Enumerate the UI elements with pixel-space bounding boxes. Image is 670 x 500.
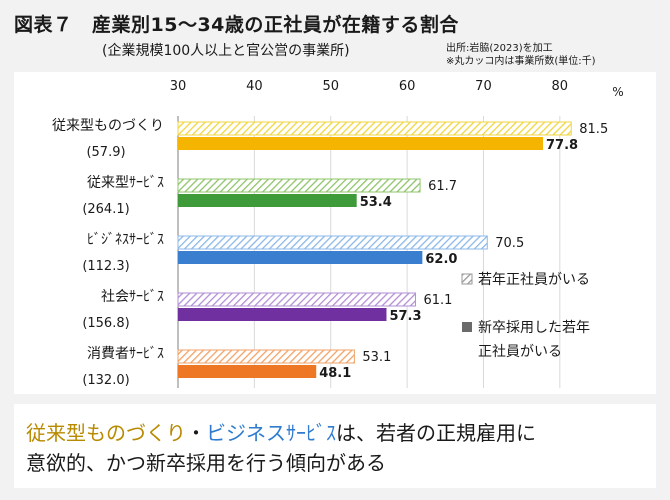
category-count: (112.3) — [82, 259, 129, 274]
category-label: 消費者ｻｰﾋﾞｽ — [87, 346, 164, 362]
summary-caption: 従来型ものづくり・ビジネスｻｰﾋﾞｽは、若者の正規雇用に 意欲的、かつ新卒採用を… — [14, 404, 656, 488]
category-label: ﾋﾞｼﾞﾈｽｻｰﾋﾞｽ — [87, 232, 164, 248]
x-tick-label: 50 — [322, 79, 339, 94]
x-tick-label: 70 — [475, 79, 492, 94]
data-label-solid: 48.1 — [319, 366, 351, 381]
summary-line-1: 従来型ものづくり・ビジネスｻｰﾋﾞｽは、若者の正規雇用に — [26, 418, 646, 448]
data-label-solid: 62.0 — [425, 252, 457, 267]
highlight-separator: ・ — [186, 421, 206, 445]
unit-label: % — [612, 85, 623, 99]
figure-subtitle: (企業規模100人以上と官公営の事業所) — [102, 43, 350, 59]
category-count: (132.0) — [82, 373, 129, 388]
legend-swatch-hatched — [461, 273, 473, 285]
x-tick-label: 40 — [246, 79, 263, 94]
summary-text-1: は、若者の正規雇用に — [336, 421, 536, 445]
category-count: (156.8) — [82, 316, 129, 331]
data-label-solid: 53.4 — [360, 195, 392, 210]
category-count: (264.1) — [82, 202, 129, 217]
data-label-hatched: 53.1 — [362, 350, 391, 365]
category-label: 社会ｻｰﾋﾞｽ — [101, 289, 164, 305]
data-label-solid: 77.8 — [546, 138, 578, 153]
bar-solid — [178, 365, 317, 378]
plot-panel: 30 40 50 60 70 80% 81.5 77.8 従来型ものづくり (57.9) 61.7 5… — [14, 72, 656, 394]
bar-chart: 30 40 50 60 70 80 % 81.577.8 従来型ものづくり (57.9) 61.7 5… — [52, 79, 624, 388]
highlight-business-services: ビジネスｻｰﾋﾞｽ — [206, 421, 336, 445]
bar-hatched — [177, 121, 572, 136]
data-label-solid: 57.3 — [389, 309, 421, 324]
figure-title: 図表７ 産業別15～34歳の正社員が在籍する割合 — [14, 14, 459, 36]
x-tick-label: 30 — [170, 79, 187, 94]
data-label-hatched: 70.5 — [495, 236, 524, 251]
source-note: 出所:岩脇(2023)を加工 — [446, 43, 553, 54]
legend-label-solid-line2: 正社員がいる — [478, 344, 562, 360]
data-label-hatched: 61.7 — [428, 179, 457, 194]
data-label-hatched: 81.5 — [579, 122, 608, 137]
count-note: ※丸カッコ内は事業所数(単位:千) — [446, 56, 596, 67]
bar-hatched — [177, 235, 488, 250]
bar-hatched — [177, 349, 355, 364]
summary-line-2: 意欲的、かつ新卒採用を行う傾向がある — [26, 451, 386, 475]
bar-solid — [178, 137, 544, 150]
legend-label-hatched: 若年正社員がいる — [478, 272, 590, 288]
category-label: 従来型ものづくり — [52, 118, 164, 134]
category-label: 従来型ｻｰﾋﾞｽ — [87, 175, 164, 191]
bar-hatched — [177, 292, 416, 307]
x-tick-label: 60 — [399, 79, 416, 94]
bar-solid — [178, 251, 423, 264]
legend-label-solid-line1: 新卒採用した若年 — [478, 320, 590, 336]
source-notes: 出所:岩脇(2023)を加工 ※丸カッコ内は事業所数(単位:千) — [446, 42, 596, 68]
legend-swatch-solid — [462, 322, 472, 332]
category-count: (57.9) — [86, 145, 125, 160]
bar-hatched — [177, 178, 421, 193]
x-tick-label: 80 — [552, 79, 569, 94]
data-label-hatched: 61.1 — [423, 293, 452, 308]
bar-solid — [178, 194, 357, 207]
highlight-manufacturing: 従来型ものづくり — [26, 421, 186, 445]
bar-solid — [178, 308, 387, 321]
